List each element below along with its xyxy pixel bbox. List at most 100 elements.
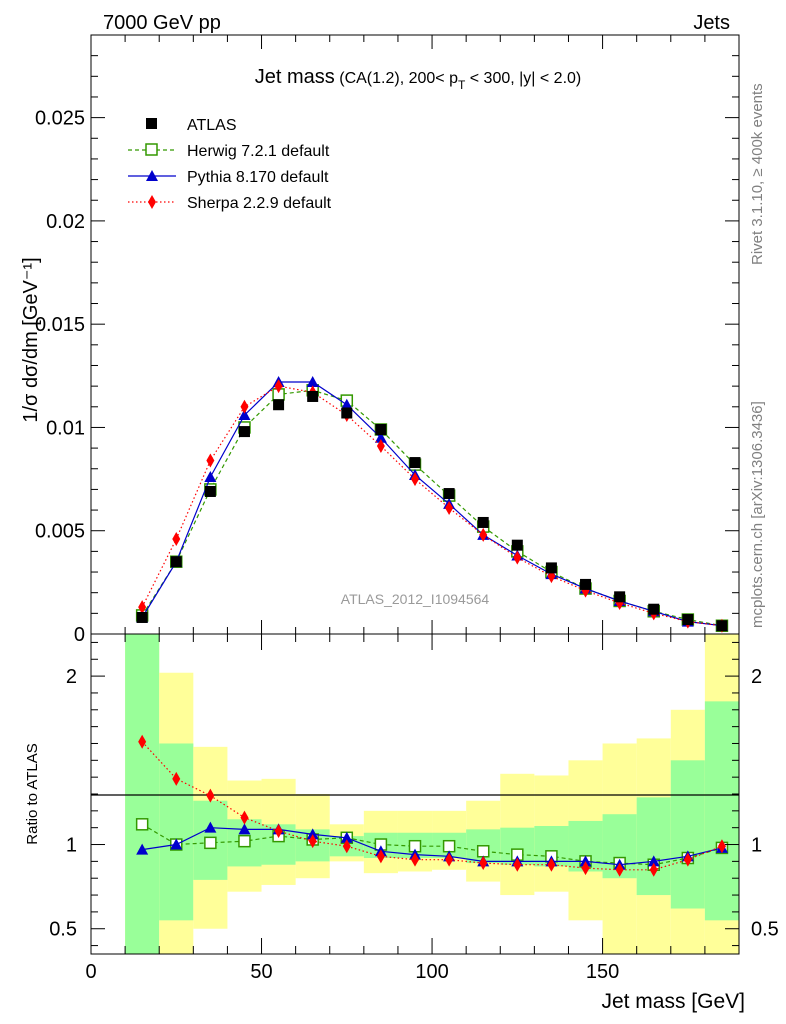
- legend-label-herwig: Herwig 7.2.1 default: [187, 143, 330, 160]
- ratio-sherpa-point: [206, 788, 215, 803]
- ratio-pythia-point: [306, 828, 319, 840]
- ratio-sherpa-point: [274, 824, 283, 839]
- main-data-point: [409, 457, 421, 469]
- ratio-band-green: [125, 634, 160, 954]
- main-pythia-point: [306, 376, 319, 388]
- ratio-sherpa-point: [581, 861, 590, 876]
- main-data-point: [614, 591, 626, 603]
- main-data-point: [682, 614, 694, 626]
- rivet-label: Rivet 3.1.10, ≥ 400k events: [749, 83, 766, 265]
- main-panel: 0 0.005 0.01 0.015 0.02 0.025 Jet mass (CA(1.…: [20, 34, 740, 646]
- main-pythia-point: [340, 398, 353, 410]
- title-cut-sub: T: [458, 78, 466, 92]
- main-data-point: [307, 390, 319, 402]
- legend-item-herwig: Herwig 7.2.1 default: [128, 143, 330, 160]
- main-data-point: [170, 556, 182, 568]
- ratio-y-tick-label-right: 2: [751, 666, 762, 688]
- legend-label-pythia: Pythia 8.170 default: [187, 169, 329, 186]
- ratio-band-green: [159, 743, 194, 921]
- ratio-sherpa-point: [717, 839, 726, 854]
- main-data-point: [273, 399, 285, 411]
- ratio-uncertainty-bands: [125, 634, 739, 954]
- main-series-layer: [135, 376, 729, 633]
- main-y-tick-label: 0: [74, 624, 85, 646]
- ratio-pythia-line: [142, 827, 723, 866]
- ratio-sherpa-point: [513, 857, 522, 872]
- main-data-point: [375, 424, 387, 436]
- main-sherpa-point: [479, 527, 488, 542]
- x-axis-label: Jet mass [GeV]: [601, 990, 745, 1013]
- main-sherpa-point: [411, 472, 419, 487]
- ratio-x-tick-label: 0: [85, 961, 96, 983]
- watermark: ATLAS_2012_I1094564: [341, 591, 490, 607]
- ratio-panel: 0.5 0.5 1 1 2 2 0 50 100 150 Ratio to ATLAS Jet m…: [24, 633, 779, 1013]
- mcplots-label: mcplots.cern.ch [arXiv:1306.3436]: [749, 401, 766, 628]
- main-pythia-point: [374, 431, 387, 443]
- ratio-herwig-point: [442, 839, 456, 853]
- ratio-y-tick-label-right: 1: [751, 835, 762, 857]
- ratio-series-layer: [135, 734, 729, 877]
- ratio-ticks: 0.5 0.5 1 1 2 2 0 50 100 150: [49, 634, 779, 983]
- ratio-herwig-point: [204, 836, 217, 850]
- ratio-pythia-point: [647, 855, 660, 867]
- header-right: Jets: [693, 12, 730, 34]
- ratio-pythia-point: [204, 821, 217, 833]
- main-data-point: [477, 516, 489, 528]
- title-cut-1: (CA(1.2), 200< p: [339, 70, 458, 87]
- ratio-pythia-point: [579, 855, 592, 867]
- legend-marker-sherpa: [148, 195, 156, 209]
- ratio-band-green: [670, 760, 705, 909]
- ratio-herwig-point: [238, 834, 251, 848]
- main-y-tick-label: 0.025: [35, 108, 85, 130]
- ratio-sherpa-point: [172, 771, 181, 786]
- legend-item-atlas: ATLAS: [146, 117, 237, 134]
- ratio-sherpa-point: [547, 857, 556, 872]
- main-sherpa-point: [376, 439, 385, 454]
- ratio-x-tick-label: 50: [250, 961, 272, 983]
- ratio-pythia-point: [136, 843, 149, 855]
- ratio-pythia-point: [340, 831, 353, 843]
- main-data-point: [238, 426, 250, 438]
- main-data-point: [511, 539, 523, 551]
- ratio-sherpa-point: [445, 852, 454, 867]
- ratio-sherpa-point: [649, 862, 658, 877]
- ratio-pythia-point: [238, 823, 251, 835]
- main-sherpa-point: [274, 379, 283, 394]
- main-y-axis-label: 1/σ dσ/dm [GeV⁻¹]: [20, 257, 42, 422]
- main-data-point: [580, 578, 592, 590]
- legend-label-sherpa: Sherpa 2.2.9 default: [187, 195, 332, 212]
- legend-marker-atlas: [146, 118, 157, 129]
- main-sherpa-point: [445, 501, 454, 516]
- main-sherpa-point: [206, 453, 215, 468]
- main-y-tick-label: 0.015: [35, 314, 85, 336]
- main-sherpa-point: [240, 399, 249, 414]
- ratio-sherpa-point: [479, 856, 488, 871]
- ratio-y-tick-label-left: 0.5: [49, 919, 77, 941]
- legend: ATLAS Herwig 7.2.1 default Pythia 8.170 …: [128, 117, 332, 212]
- ratio-sherpa-line: [141, 741, 723, 871]
- main-pythia-point: [238, 409, 251, 421]
- ratio-sherpa-point: [138, 734, 147, 749]
- main-sherpa-point: [138, 600, 147, 615]
- title-cut-2: < 300, |y| < 2.0): [465, 70, 581, 87]
- ratio-y-tick-label-left: 1: [66, 835, 77, 857]
- main-sherpa-point: [172, 531, 181, 546]
- legend-item-sherpa: Sherpa 2.2.9 default: [128, 195, 332, 212]
- legend-marker-herwig: [145, 143, 158, 156]
- title-main: Jet mass: [255, 66, 335, 88]
- header-left: 7000 GeV pp: [103, 12, 221, 34]
- ratio-pythia-point: [170, 838, 183, 850]
- main-data-point: [716, 620, 728, 632]
- ratio-sherpa-point: [342, 839, 351, 854]
- main-y-tick-label: 0.01: [46, 417, 85, 439]
- main-y-ticks: 0 0.005 0.01 0.015 0.02 0.025: [35, 34, 740, 646]
- ratio-herwig-point: [476, 845, 490, 858]
- ratio-sherpa-point: [683, 852, 692, 867]
- ratio-x-tick-label: 150: [586, 961, 619, 983]
- main-data-point: [136, 611, 148, 623]
- ratio-sherpa-point: [411, 852, 419, 867]
- main-pythia-line: [141, 381, 722, 627]
- ratio-y-tick-label-right: 0.5: [751, 919, 779, 941]
- legend-label-atlas: ATLAS: [187, 117, 237, 134]
- ratio-x-tick-label: 100: [415, 961, 448, 983]
